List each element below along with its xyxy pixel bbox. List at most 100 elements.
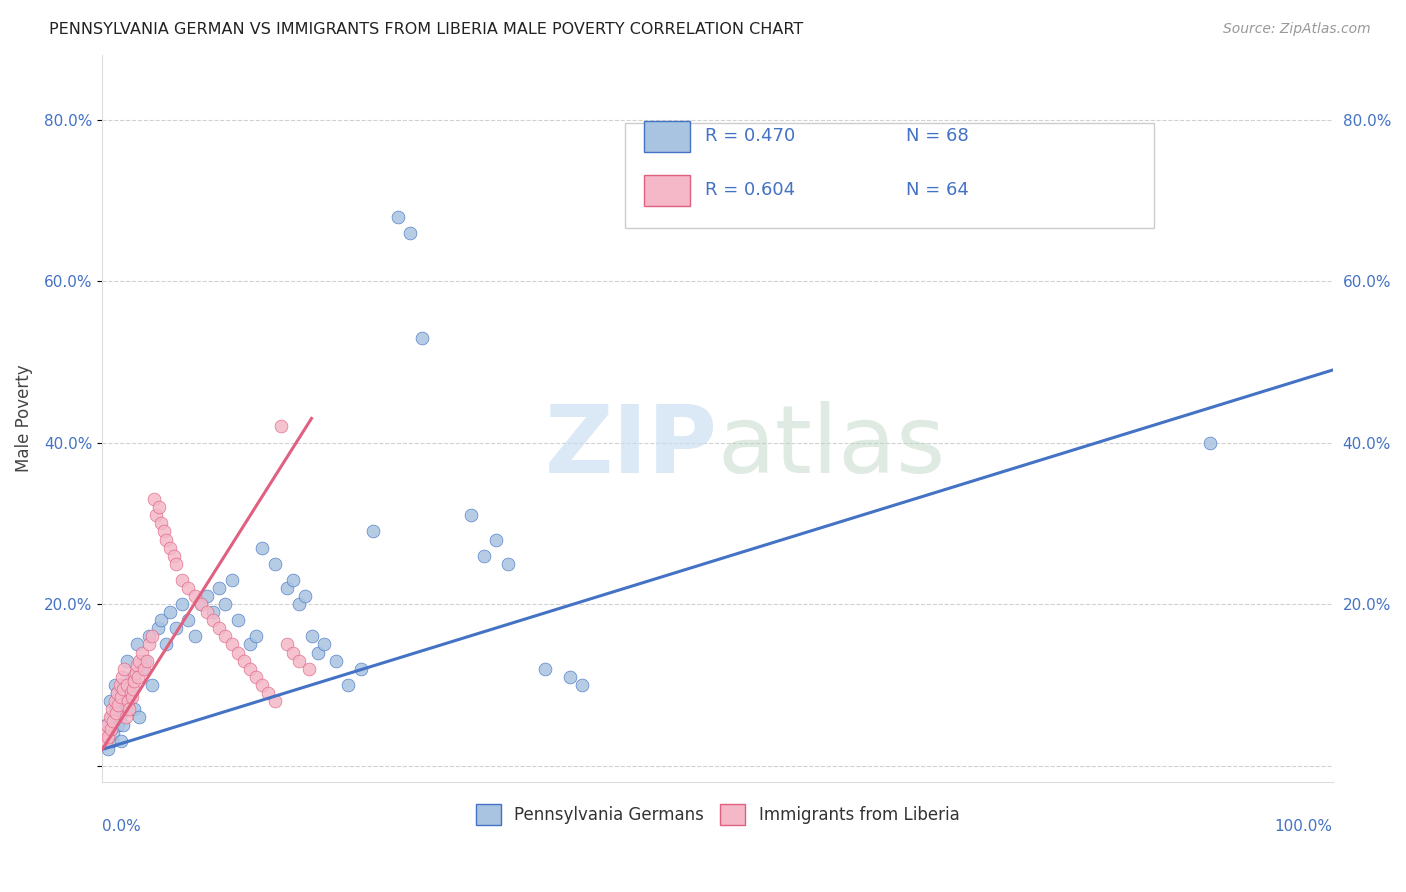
Point	[117, 694, 139, 708]
Point	[122, 681, 145, 696]
Point	[288, 597, 311, 611]
Point	[135, 654, 157, 668]
Point	[498, 557, 520, 571]
Point	[294, 589, 316, 603]
Point	[104, 706, 127, 720]
Point	[298, 662, 321, 676]
Point	[195, 589, 218, 603]
Text: PENNSYLVANIA GERMAN VS IMMIGRANTS FROM LIBERIA MALE POVERTY CORRELATION CHART: PENNSYLVANIA GERMAN VS IMMIGRANTS FROM L…	[49, 22, 803, 37]
Point	[252, 678, 274, 692]
Point	[114, 710, 136, 724]
Point	[301, 629, 323, 643]
Point	[112, 718, 135, 732]
FancyBboxPatch shape	[644, 121, 690, 152]
Point	[245, 670, 267, 684]
Point	[107, 718, 129, 732]
Point	[105, 686, 128, 700]
Point	[114, 678, 136, 692]
Point	[252, 541, 274, 555]
Point	[118, 686, 141, 700]
Point	[118, 702, 141, 716]
Point	[411, 331, 433, 345]
Point	[239, 662, 262, 676]
Point	[177, 581, 200, 595]
Point	[155, 637, 177, 651]
Point	[485, 533, 508, 547]
Point	[214, 597, 236, 611]
Point	[307, 646, 329, 660]
Point	[208, 581, 231, 595]
Point	[163, 549, 186, 563]
Point	[150, 613, 173, 627]
Point	[183, 629, 205, 643]
Point	[172, 573, 194, 587]
Point	[312, 637, 335, 651]
Text: N = 68: N = 68	[905, 127, 969, 145]
Point	[134, 662, 156, 676]
Point	[131, 662, 153, 676]
Point	[117, 694, 139, 708]
Point	[558, 670, 581, 684]
Point	[101, 734, 124, 748]
Point	[208, 621, 231, 635]
Point	[94, 718, 117, 732]
Point	[128, 654, 150, 668]
Text: R = 0.604: R = 0.604	[706, 181, 796, 199]
Point	[115, 654, 138, 668]
Point	[148, 500, 170, 515]
Point	[177, 613, 200, 627]
Point	[108, 678, 131, 692]
Point	[325, 654, 347, 668]
Point	[146, 621, 169, 635]
Point	[114, 702, 136, 716]
Point	[165, 557, 187, 571]
Point	[96, 718, 118, 732]
Point	[399, 226, 422, 240]
Point	[105, 686, 128, 700]
Point	[101, 702, 124, 716]
Point	[202, 613, 225, 627]
Point	[98, 694, 121, 708]
Point	[190, 597, 212, 611]
Point	[121, 670, 143, 684]
Point	[141, 678, 163, 692]
Point	[472, 549, 495, 563]
Point	[153, 524, 176, 539]
Point	[150, 516, 173, 531]
Point	[245, 629, 267, 643]
Point	[159, 541, 181, 555]
Text: ZIP: ZIP	[544, 401, 717, 493]
Text: Source: ZipAtlas.com: Source: ZipAtlas.com	[1223, 22, 1371, 37]
Point	[571, 678, 593, 692]
Point	[276, 637, 298, 651]
Point	[121, 690, 143, 704]
Point	[232, 654, 254, 668]
Point	[270, 419, 292, 434]
Point	[172, 597, 194, 611]
Point	[103, 726, 125, 740]
Legend: Pennsylvania Germans, Immigrants from Liberia: Pennsylvania Germans, Immigrants from Li…	[470, 797, 966, 831]
Text: N = 64: N = 64	[905, 181, 969, 199]
Point	[97, 731, 120, 745]
Point	[94, 726, 117, 740]
Y-axis label: Male Poverty: Male Poverty	[15, 365, 32, 472]
Point	[100, 723, 122, 737]
Point	[124, 665, 146, 680]
Point	[281, 646, 304, 660]
Point	[114, 662, 136, 676]
Point	[460, 508, 482, 523]
Point	[214, 629, 236, 643]
Point	[127, 670, 149, 684]
Point	[128, 710, 150, 724]
Point	[263, 694, 285, 708]
Point	[1198, 435, 1220, 450]
Point	[131, 646, 153, 660]
Point	[104, 694, 127, 708]
Point	[111, 694, 134, 708]
Point	[165, 621, 187, 635]
Point	[221, 573, 243, 587]
Point	[107, 698, 129, 712]
Text: 100.0%: 100.0%	[1275, 820, 1333, 834]
FancyBboxPatch shape	[626, 123, 1154, 228]
Point	[134, 654, 156, 668]
